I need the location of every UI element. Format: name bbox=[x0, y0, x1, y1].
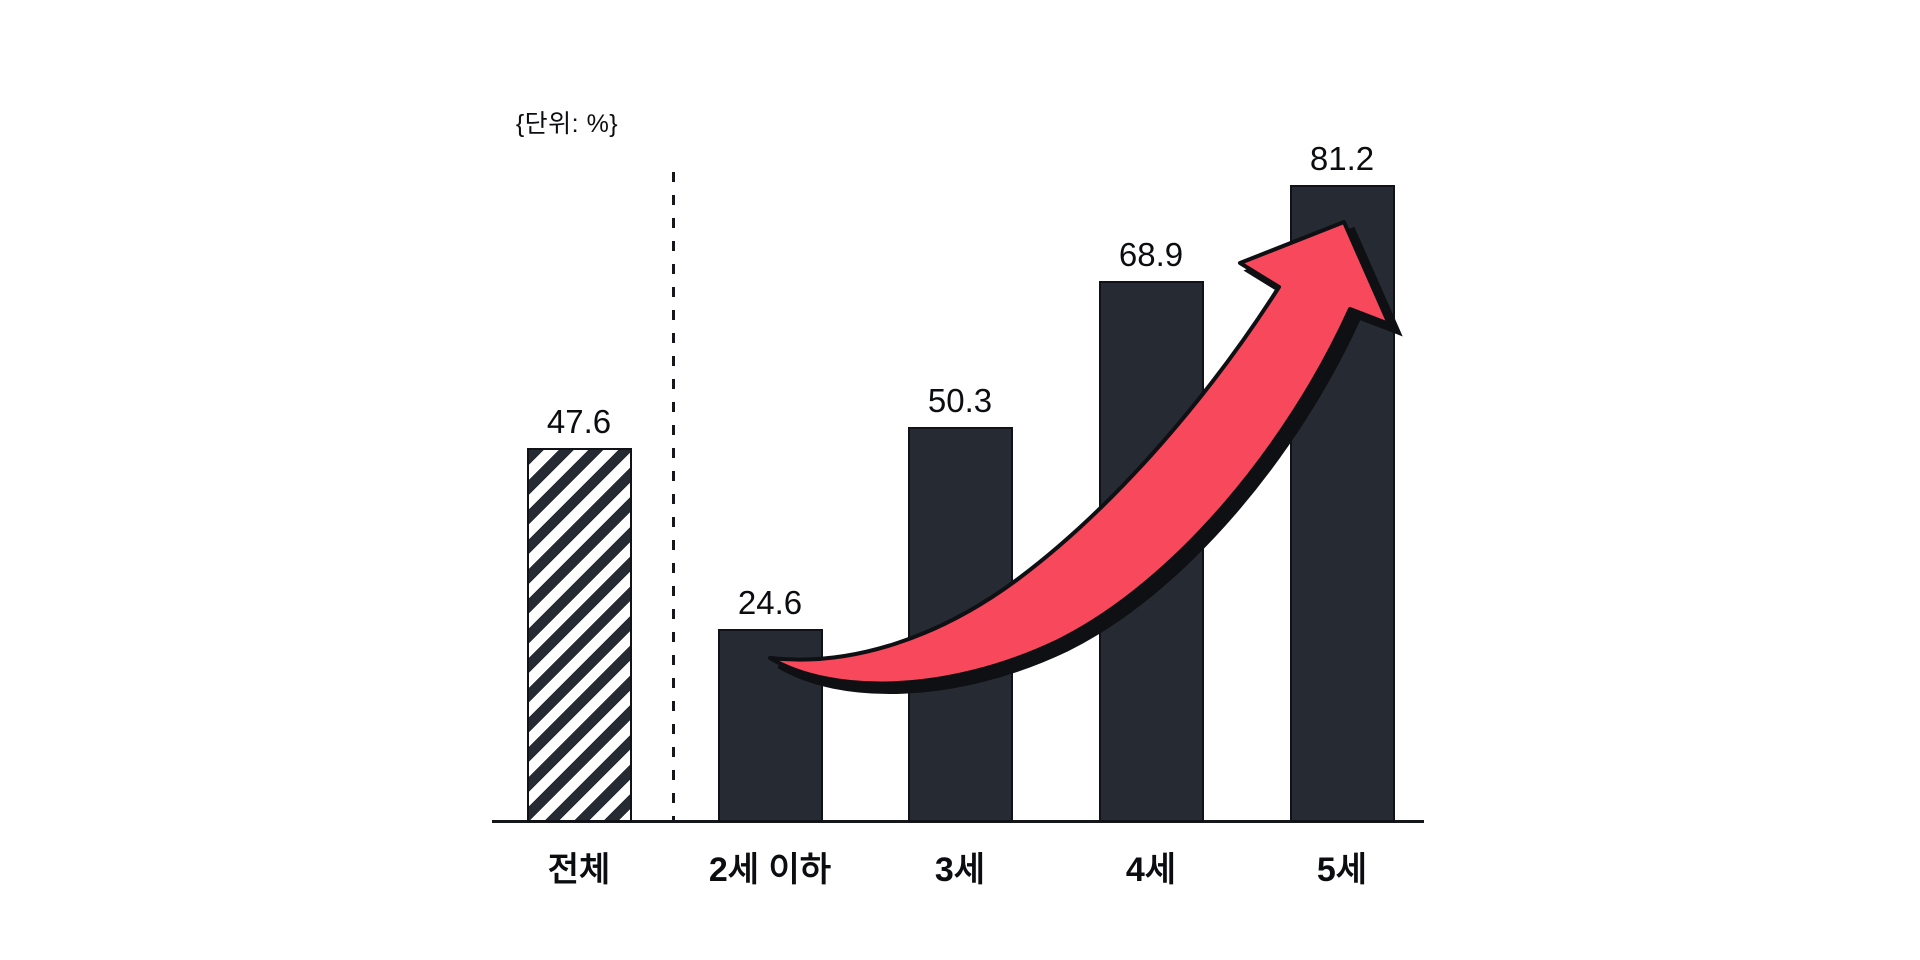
bar-3세 bbox=[907, 427, 1013, 822]
category-label-5세: 5세 bbox=[1316, 851, 1368, 889]
category-label-4세: 4세 bbox=[1125, 851, 1177, 889]
dashed-divider-line bbox=[672, 172, 675, 822]
category-label-전체: 전체 bbox=[547, 851, 611, 889]
bar-5세 bbox=[1289, 185, 1395, 822]
unit-label: {단위: %} bbox=[515, 110, 619, 138]
value-label-5세: 81.2 bbox=[1309, 140, 1375, 177]
bar-전체 bbox=[526, 448, 632, 822]
bar-2세 이하 bbox=[717, 629, 823, 822]
category-label-3세: 3세 bbox=[934, 851, 986, 889]
value-label-3세: 50.3 bbox=[927, 382, 993, 419]
category-label-2세 이하: 2세 이하 bbox=[708, 851, 832, 889]
value-label-2세 이하: 24.6 bbox=[737, 584, 803, 621]
bar-4세 bbox=[1098, 281, 1204, 822]
value-label-전체: 47.6 bbox=[546, 403, 612, 440]
value-label-4세: 68.9 bbox=[1118, 236, 1184, 273]
